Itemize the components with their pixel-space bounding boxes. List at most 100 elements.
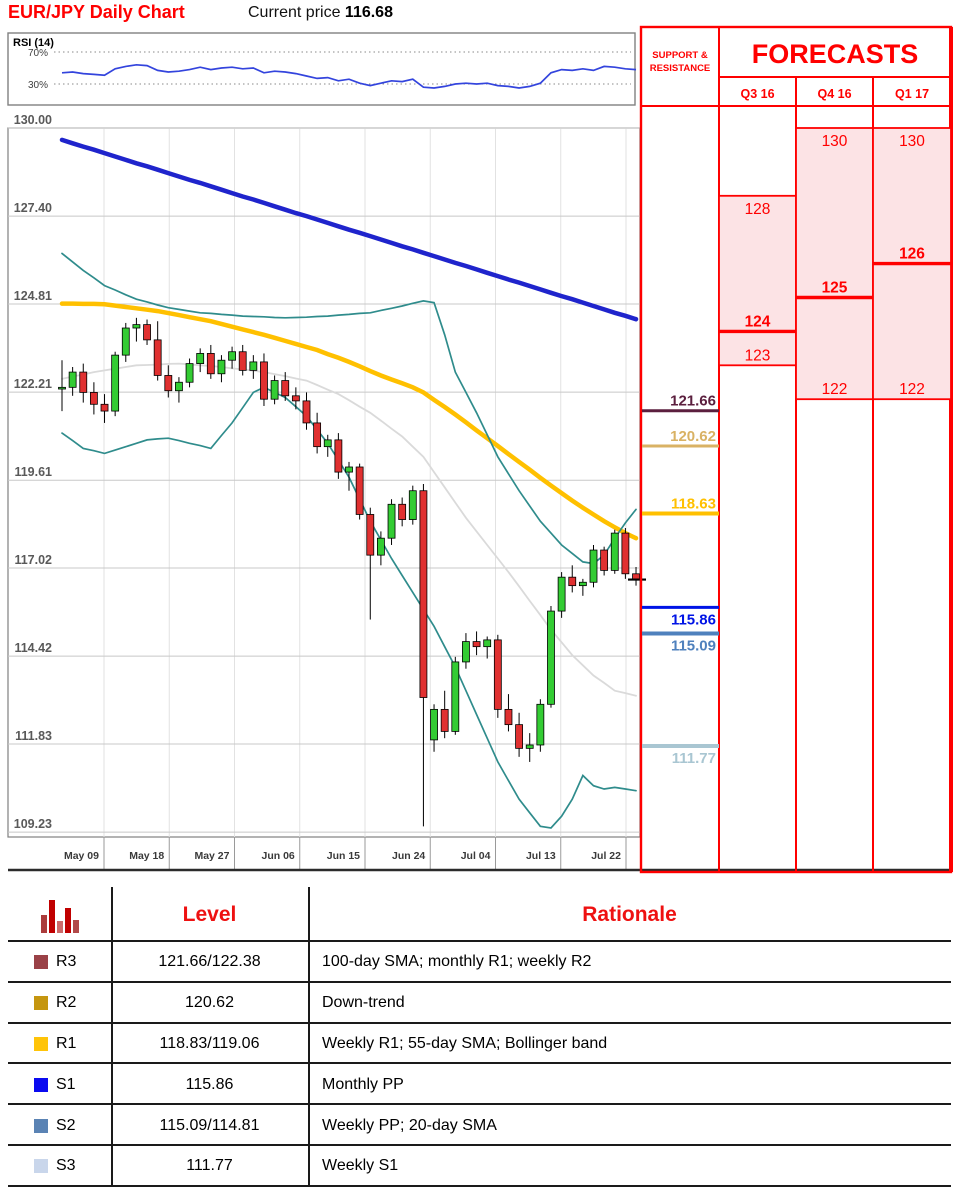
row-id-cell: R3 <box>8 942 137 983</box>
candle-down <box>153 339 162 376</box>
forecast-top-value: 130 <box>822 133 848 150</box>
rsi-line <box>61 63 637 89</box>
sr-level-label: 111.77 <box>672 750 716 767</box>
candle-up <box>557 576 566 612</box>
level-value: 118.83/119.06 <box>159 1034 260 1052</box>
current-price-label: Current price <box>248 4 345 21</box>
candle-up <box>589 549 598 583</box>
candle-up <box>217 359 226 375</box>
forecast-quarter-label: Q1 17 <box>895 87 929 101</box>
candle-down <box>313 422 322 448</box>
candle-up <box>121 327 130 356</box>
candle-down <box>493 639 502 710</box>
candle-down <box>238 351 247 371</box>
level-color-swatch <box>34 1077 48 1092</box>
y-axis-label: 122.21 <box>14 377 52 391</box>
x-axis-label: Jun 24 <box>392 850 425 862</box>
level-id: S1 <box>56 1075 76 1093</box>
candle-down <box>366 514 375 556</box>
y-axis-label: 130.00 <box>14 113 52 127</box>
candle-down <box>206 353 215 375</box>
candle-down <box>79 371 88 393</box>
candle-up <box>536 703 545 746</box>
table-row <box>8 1022 951 1065</box>
y-axis-label: 117.02 <box>14 553 52 567</box>
rationale-header: Rationale <box>582 902 677 926</box>
price-chart-canvas: RSI (14)70% 30% May 09 May 18 May 27 Jun 06 Ju… <box>7 25 953 874</box>
level-color-swatch <box>34 955 48 970</box>
table-row <box>8 940 951 983</box>
candle-up <box>270 380 279 400</box>
table-divider <box>111 887 113 1187</box>
row-id-cell: S2 <box>8 1105 137 1146</box>
100-day-sma-line <box>59 137 639 322</box>
level-rationale: Down-trend <box>322 994 405 1012</box>
candle-up <box>111 354 120 412</box>
level-id: S2 <box>56 1116 76 1134</box>
candle-up <box>578 581 587 587</box>
candle-down <box>398 503 407 520</box>
candle-down <box>164 375 173 392</box>
candle-down <box>260 361 268 400</box>
candle-up <box>345 466 353 473</box>
level-rationale: Weekly PP; 20-day SMA <box>322 1116 497 1134</box>
level-value: 121.66/122.38 <box>158 953 261 971</box>
bollinger-upper-line <box>61 252 637 565</box>
table-divider <box>308 887 310 1187</box>
level-color-swatch <box>34 1159 48 1174</box>
page-title: EUR/JPY Daily Chart <box>8 2 185 22</box>
level-rationale: Weekly S1 <box>322 1157 399 1175</box>
candle-up <box>175 381 183 392</box>
forecast-bottom-value: 122 <box>822 381 848 398</box>
level-color-swatch <box>34 1118 48 1133</box>
55-day-sma-line <box>59 301 639 541</box>
main-chart-box <box>7 127 641 838</box>
candle-up <box>483 639 492 648</box>
candle-up <box>68 371 77 388</box>
sr-level-label: 121.66 <box>670 393 716 410</box>
table-row <box>8 1103 951 1146</box>
level-rationale: Weekly R1; 55-day SMA; Bollinger band <box>322 1034 608 1052</box>
forecast-mid-value: 126 <box>899 246 925 263</box>
rsi-30-label: 30% <box>28 80 48 91</box>
sr-level-label: 115.09 <box>671 637 716 654</box>
candle-up <box>408 490 417 520</box>
x-axis-label: Jun 06 <box>261 850 294 862</box>
level-color-swatch <box>34 1036 48 1051</box>
candle-down <box>291 395 300 402</box>
candle-up <box>451 661 460 732</box>
forecast-top-value: 128 <box>745 201 771 218</box>
candle-up <box>228 351 236 361</box>
current-price-value: 116.68 <box>344 4 393 21</box>
level-rationale: Monthly PP <box>322 1075 404 1093</box>
candle-down <box>600 549 609 571</box>
level-id: S3 <box>56 1157 76 1175</box>
y-axis-label: 119.61 <box>14 465 52 479</box>
forecast-mid-value: 124 <box>745 313 771 330</box>
candle-up <box>376 537 385 556</box>
candle-up <box>58 386 66 390</box>
level-value: 115.86 <box>185 1075 234 1093</box>
title-bar: EUR/JPY Daily Chart <box>8 2 185 28</box>
candle-down <box>504 708 513 726</box>
level-id: R2 <box>56 994 77 1012</box>
y-axis-label: 111.83 <box>15 729 52 743</box>
forecasts-title: FORECASTS <box>752 39 919 69</box>
level-rationale: 100-day SMA; monthly R1; weekly R2 <box>322 953 592 971</box>
candle-up <box>185 363 194 383</box>
y-axis-label: 127.40 <box>14 201 52 215</box>
x-axis-label: May 09 <box>64 850 99 862</box>
candle-up <box>132 324 141 329</box>
forecast-bottom-value: 123 <box>745 347 771 364</box>
y-axis-label: 114.42 <box>14 641 52 655</box>
x-axis-label: Jul 13 <box>526 850 556 862</box>
sr-level-label: 115.86 <box>671 611 716 628</box>
table-header-row <box>8 887 951 942</box>
level-value: 120.62 <box>185 994 234 1012</box>
y-axis-label: 109.23 <box>14 817 52 831</box>
candle-down <box>621 532 630 575</box>
candle-up <box>323 439 332 448</box>
candle-up <box>387 503 396 539</box>
x-axis-label: May 18 <box>129 850 164 862</box>
row-id-cell: R2 <box>8 983 137 1024</box>
